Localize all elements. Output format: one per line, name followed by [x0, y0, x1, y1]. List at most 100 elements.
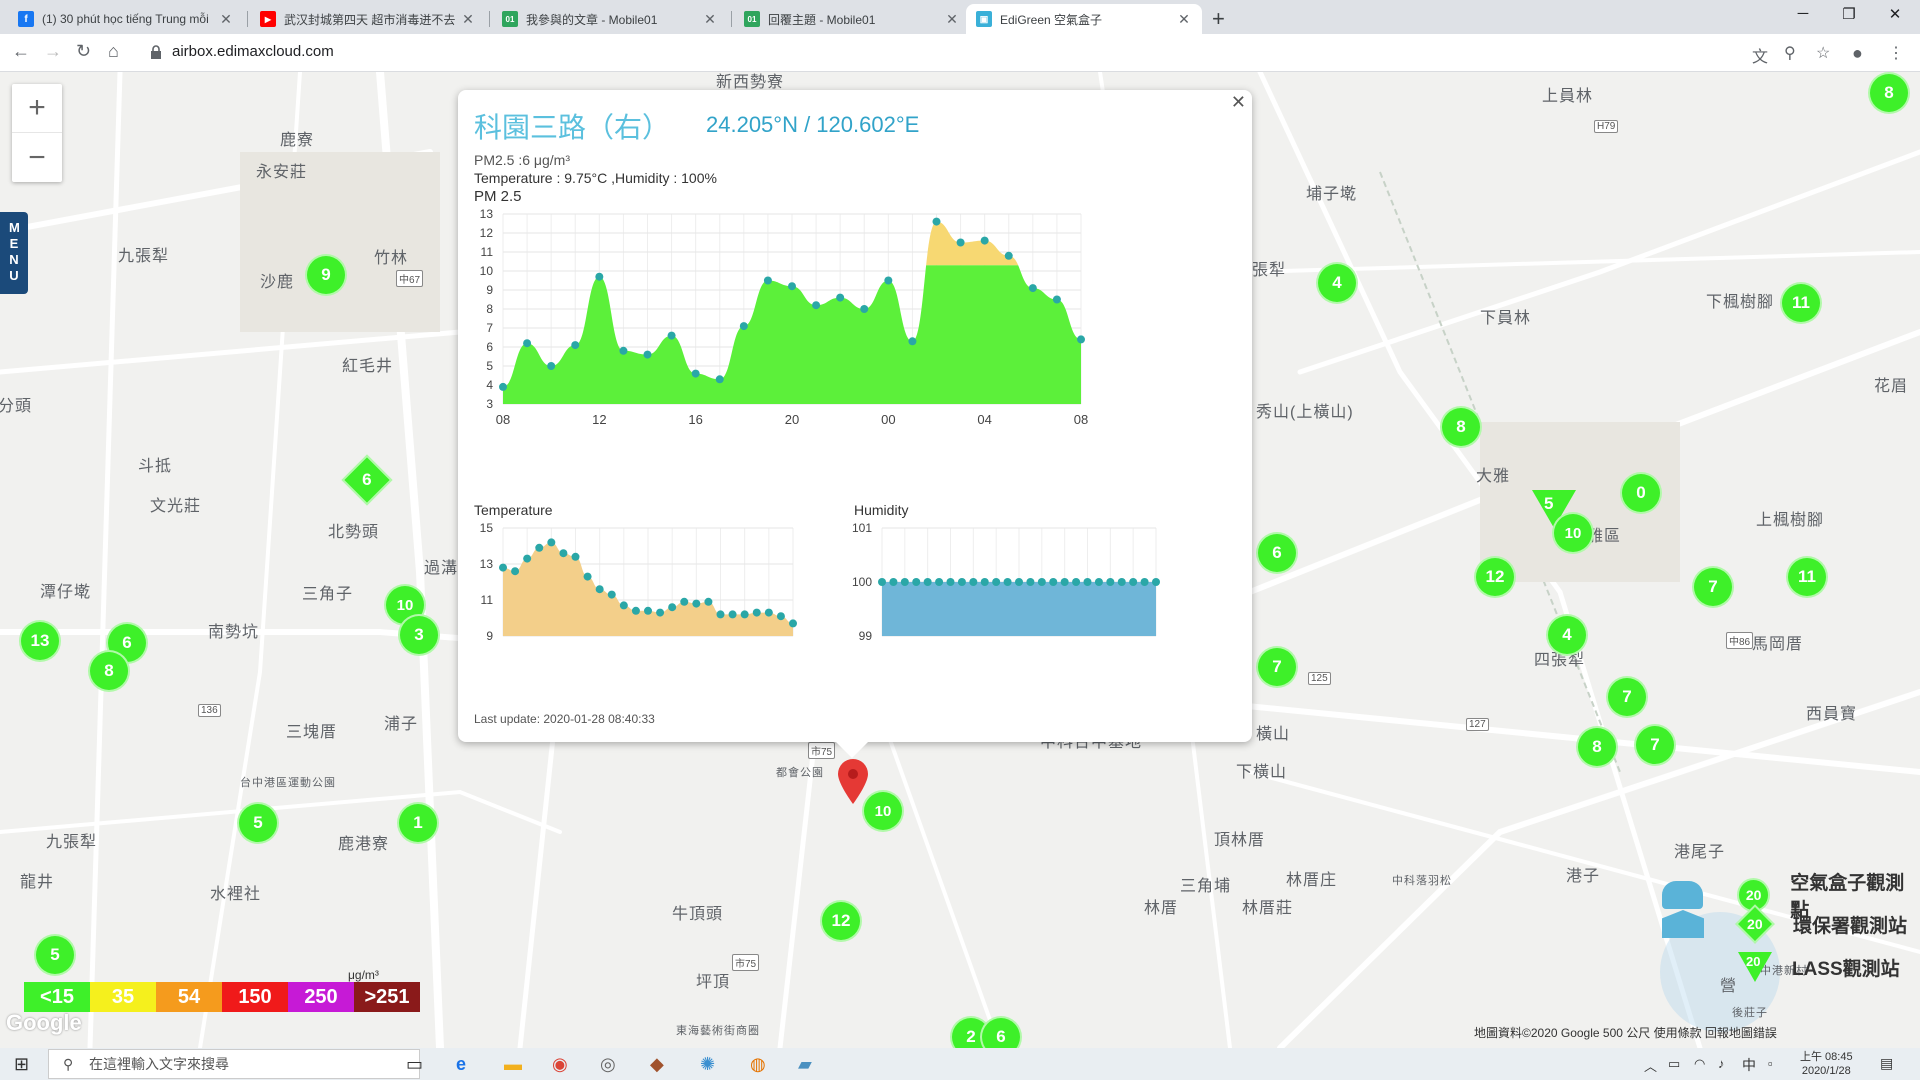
map-label: 浦子 — [384, 716, 419, 733]
address-bar[interactable]: airbox.edimaxcloud.com — [172, 43, 334, 60]
map-label: 後莊子 — [1732, 1007, 1768, 1019]
tab-youtube[interactable]: ▶ 武汉封城第四天 超市消毒迸不去 ✕ — [250, 4, 486, 34]
zoom-out-button[interactable]: − — [28, 140, 46, 174]
data-point — [499, 563, 507, 572]
tab-mobile01-reply[interactable]: 01 回覆主題 - Mobile01 ✕ — [734, 4, 970, 34]
zoom-icon[interactable]: ⚲ — [1784, 45, 1796, 62]
data-point — [969, 578, 978, 586]
bookmark-star-icon[interactable]: ☆ — [1816, 45, 1831, 62]
system-clock[interactable]: 上午 08:45 2020/1/28 — [1800, 1050, 1853, 1078]
data-point — [1004, 251, 1013, 260]
sensor-marker[interactable]: 1 — [397, 802, 439, 844]
ime-mode-icon[interactable]: ▫ — [1768, 1056, 1773, 1071]
tray-chevron-icon[interactable]: ︿ — [1644, 1059, 1658, 1074]
home-icon[interactable]: ⌂ — [108, 41, 119, 61]
clock-time: 上午 08:45 — [1800, 1051, 1853, 1063]
profile-icon[interactable]: ● — [1852, 43, 1863, 63]
app-icon[interactable]: ◎ — [600, 1054, 616, 1074]
tab-title: EdiGreen 空氣盒子 — [1000, 12, 1103, 27]
back-icon[interactable]: ← — [12, 41, 30, 61]
sensor-marker[interactable]: 6 — [980, 1016, 1022, 1048]
humidity-chart: 99 100 101 — [852, 521, 1160, 643]
close-tab-icon[interactable]: ✕ — [220, 10, 232, 27]
close-tab-icon[interactable]: ✕ — [704, 10, 716, 27]
sensor-marker[interactable]: 5 — [237, 802, 279, 844]
zoom-in-button[interactable]: + — [12, 84, 62, 133]
map-label: 鹿港寮 — [338, 836, 390, 853]
y-tick-label: 99 — [859, 629, 873, 643]
location-pin-icon[interactable] — [836, 758, 870, 806]
close-window-button[interactable]: ✕ — [1888, 6, 1902, 23]
app-icon[interactable]: ✺ — [700, 1054, 716, 1074]
app-icon[interactable]: ◍ — [750, 1054, 766, 1074]
sensor-marker[interactable]: 4 — [1546, 614, 1588, 656]
sensor-marker[interactable]: 4 — [1316, 262, 1358, 304]
sensor-marker[interactable]: 5 — [34, 934, 76, 976]
notification-icon[interactable]: ▤ — [1880, 1055, 1894, 1071]
volume-icon[interactable]: ♪ — [1718, 1056, 1725, 1071]
sensor-marker[interactable]: 8 — [1576, 726, 1618, 768]
sensor-marker[interactable]: 10 — [1552, 512, 1594, 554]
app-icon[interactable]: ◆ — [650, 1054, 664, 1074]
sensor-marker[interactable]: 6 — [1256, 532, 1298, 574]
close-popup-icon[interactable]: ✕ — [1230, 92, 1246, 112]
file-explorer-icon[interactable]: ▬ — [504, 1054, 522, 1074]
map-label: 北勢頭 — [328, 524, 380, 541]
data-point — [1037, 578, 1046, 586]
new-tab-button[interactable]: + — [1212, 6, 1225, 31]
data-point — [571, 552, 580, 561]
tab-edigreen[interactable]: ▣ EdiGreen 空氣盒子 ✕ — [966, 4, 1202, 34]
tab-facebook[interactable]: f (1) 30 phút học tiếng Trung mỗi ✕ — [8, 4, 244, 34]
taskbar-search[interactable]: ⚲ 在這裡輸入文字來搜尋 — [48, 1049, 420, 1079]
facebook-icon: f — [18, 11, 34, 27]
edge-icon[interactable]: e — [456, 1054, 467, 1074]
sensor-marker[interactable]: 11 — [1780, 282, 1822, 324]
epa-station-icon — [1662, 910, 1704, 938]
sensor-marker[interactable]: 12 — [820, 900, 862, 942]
reload-icon[interactable]: ↻ — [76, 41, 92, 61]
sensor-marker[interactable]: 10 — [862, 790, 904, 832]
translate-icon[interactable]: 文 — [1752, 49, 1769, 66]
windows-start-icon[interactable]: ⊞ — [14, 1054, 30, 1074]
sensor-marker[interactable]: 7 — [1634, 724, 1676, 766]
sensor-marker[interactable]: 7 — [1692, 566, 1734, 608]
map-label: 南勢坑 — [208, 624, 260, 641]
close-tab-icon[interactable]: ✕ — [462, 10, 474, 27]
lock-icon[interactable] — [150, 45, 162, 59]
menu-dots-icon[interactable]: ⋮ — [1888, 45, 1904, 62]
sensor-marker[interactable]: 8 — [1440, 406, 1482, 448]
map-canvas[interactable]: 新西勢寮 鹿寮 永安莊 九張犁 沙鹿 竹林 紅毛井 斗抵 文光莊 北勢頭 潭仔墘… — [0, 72, 1920, 1048]
data-point — [884, 276, 893, 285]
sensor-marker[interactable]: 0 — [1620, 472, 1662, 514]
sensor-marker[interactable]: 11 — [1786, 556, 1828, 598]
sensor-marker[interactable]: 13 — [19, 620, 61, 662]
data-point — [644, 606, 652, 615]
menu-toggle[interactable]: MENU — [0, 212, 28, 294]
tab-mobile01-articles[interactable]: 01 我參與的文章 - Mobile01 ✕ — [492, 4, 728, 34]
legend-label: 環保署觀測站 — [1793, 915, 1908, 937]
forward-icon[interactable]: → — [44, 41, 62, 61]
sensor-marker[interactable]: 3 — [398, 614, 440, 656]
battery-icon[interactable]: ▭ — [1668, 1056, 1681, 1071]
search-icon: ⚲ — [63, 1056, 74, 1072]
minimize-button[interactable]: ─ — [1797, 5, 1809, 22]
map-label: 下員林 — [1480, 310, 1532, 327]
sensor-marker[interactable]: 12 — [1474, 556, 1516, 598]
close-tab-icon[interactable]: ✕ — [1178, 10, 1190, 27]
sensor-marker[interactable]: 9 — [305, 254, 347, 296]
sensor-marker[interactable]: 7 — [1256, 646, 1298, 688]
ime-indicator[interactable]: 中 — [1742, 1057, 1756, 1073]
app-icon[interactable]: ▰ — [798, 1054, 812, 1074]
sensor-marker[interactable]: 7 — [1606, 676, 1648, 718]
close-tab-icon[interactable]: ✕ — [946, 10, 958, 27]
sensor-marker[interactable]: 8 — [88, 650, 130, 692]
chrome-icon[interactable]: ◉ — [552, 1054, 568, 1074]
network-icon[interactable]: ◠ — [1694, 1056, 1706, 1071]
restore-button[interactable]: ❐ — [1842, 6, 1856, 23]
legend-marker: 20 — [1735, 904, 1775, 944]
map-attribution[interactable]: 地圖資料©2020 Google 500 公尺 使用條款 回報地圖錯誤 — [1474, 1026, 1777, 1040]
map-label: 頂林厝 — [1214, 832, 1266, 849]
data-point — [788, 282, 796, 291]
task-view-icon[interactable]: ▭ — [406, 1054, 424, 1074]
sensor-marker[interactable]: 8 — [1868, 72, 1910, 114]
